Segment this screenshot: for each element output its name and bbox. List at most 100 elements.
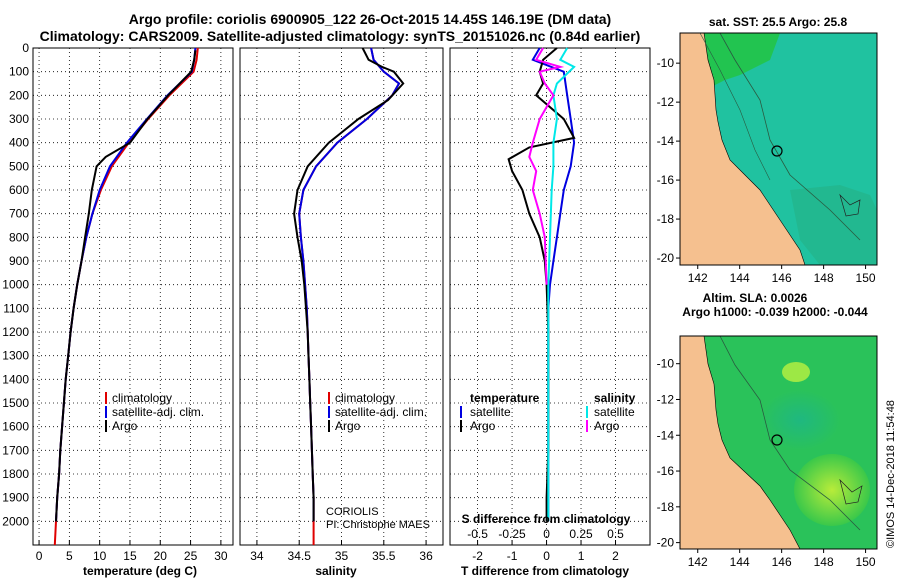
y-tick-label: 0	[22, 41, 29, 55]
x-tick-label: 20	[154, 549, 168, 563]
sla-map-title-line2: Argo h1000: -0.039 h2000: -0.044	[682, 305, 868, 319]
legend-label-argo: Argo	[112, 419, 138, 433]
x-tick-label: 15	[123, 549, 137, 563]
temperature-panel: 0 5 10 15 20 25 30 0 100 200 300 400 500 600 700 800 90…	[2, 41, 234, 578]
x-tick-label: 2	[612, 549, 619, 563]
x-tick-label: -1	[507, 549, 518, 563]
series-line-argo	[55, 50, 197, 522]
s-difference-label: S difference from climatology	[462, 512, 631, 526]
legend-label-satellite: satellite-adj. clim.	[112, 405, 204, 419]
map-y-tick-label: -14	[657, 428, 675, 442]
s-tick-label: -0.25	[498, 527, 526, 541]
sst-south-patch	[790, 185, 877, 265]
series-line-salinity-argo	[528, 47, 565, 285]
map-x-tick-label: 142	[688, 555, 708, 569]
sla-high-spot	[782, 362, 810, 382]
map-y-tick-label: -16	[657, 464, 675, 478]
x-tick-label: 25	[184, 549, 198, 563]
map-x-tick-label: 150	[856, 271, 876, 285]
sst-map-panel: sat. SST: 25.5 Argo: 25.8 -10-	[657, 15, 878, 285]
x-tick-label: -2	[472, 549, 483, 563]
y-tick-label: 1900	[2, 491, 29, 505]
y-tick-label: 500	[9, 159, 29, 173]
x-tick-label: 36	[419, 549, 433, 563]
x-tick-label: 10	[93, 549, 107, 563]
x-tick-label: 0	[36, 549, 43, 563]
x-tick-label: 0	[543, 549, 550, 563]
s-tick-label: -0.5	[467, 527, 488, 541]
sla-land	[680, 336, 801, 549]
t-difference-xlabel: T difference from climatology	[461, 564, 629, 578]
sla-map-panel: Altim. SLA: 0.0026 Argo h1000: -0.039 h2…	[657, 291, 878, 569]
y-tick-label: 1800	[2, 467, 29, 481]
salinity-legend: climatology satellite-adj. clim. Argo	[328, 391, 427, 433]
map-x-tick-label: 148	[814, 555, 834, 569]
sst-reef-outline	[839, 193, 861, 217]
legend-label-temp-satellite: satellite	[470, 405, 511, 419]
x-tick-label: 35	[335, 549, 349, 563]
map-x-tick-label: 146	[772, 271, 792, 285]
sla-reef-outline	[839, 478, 863, 505]
sla-argo-marker	[771, 434, 783, 446]
series-line-argo	[293, 47, 405, 522]
y-tick-label: 2000	[2, 514, 29, 528]
map-y-tick-label: -10	[657, 56, 675, 70]
map-x-tick-label: 148	[814, 271, 834, 285]
legend-label-temp-argo: Argo	[470, 419, 496, 433]
y-tick-label: 1100	[3, 301, 29, 315]
y-tick-label: 400	[9, 136, 29, 150]
legend-label-sal-satellite: satellite	[594, 405, 635, 419]
salinity-xlabel: salinity	[315, 564, 357, 578]
map-x-tick-label: 144	[730, 555, 750, 569]
legend-label-argo: Argo	[335, 419, 361, 433]
y-tick-label: 100	[9, 65, 29, 79]
map-y-tick-label: -12	[657, 392, 675, 406]
y-tick-label: 800	[9, 230, 29, 244]
temperature-legend: climatology satellite-adj. clim. Argo	[105, 391, 204, 433]
y-tick-label: 900	[9, 254, 29, 268]
map-y-tick-label: -20	[657, 251, 675, 265]
map-y-tick-label: -20	[657, 536, 675, 550]
y-tick-label: 1400	[2, 372, 29, 386]
y-tick-label: 1500	[2, 396, 29, 410]
x-tick-label: 30	[214, 549, 228, 563]
sla-map-title-line1: Altim. SLA: 0.0026	[703, 291, 808, 305]
annotation-coriolis: CORIOLIS	[326, 506, 379, 518]
sst-map-title: sat. SST: 25.5 Argo: 25.8	[709, 15, 848, 29]
figure-title-line2: Climatology: CARS2009. Satellite-adjuste…	[40, 28, 641, 44]
map-y-tick-label: -14	[657, 134, 675, 148]
y-tick-label: 1700	[2, 443, 29, 457]
x-tick-label: 34.5	[288, 549, 312, 563]
x-tick-label: 34	[250, 549, 264, 563]
x-tick-label: 35.5	[372, 549, 396, 563]
difference-panel: -2 -1 0 1 2 -0.5 -0.25 0 0.25 0.5 S difference f…	[449, 47, 651, 578]
temperature-xlabel: temperature (deg C)	[83, 564, 197, 578]
y-tick-label: 1600	[2, 420, 29, 434]
sla-high-patch	[794, 454, 870, 526]
legend-label-sal-argo: Argo	[594, 419, 620, 433]
x-tick-label: 1	[578, 549, 585, 563]
sla-depth-contour	[719, 336, 861, 531]
sst-argo-marker	[771, 145, 783, 157]
sst-reef-contour	[699, 33, 771, 181]
map-y-tick-label: -12	[657, 95, 675, 109]
legend-label-satellite: satellite-adj. clim.	[335, 405, 427, 419]
y-tick-label: 1200	[2, 325, 29, 339]
map-y-tick-label: -18	[657, 500, 675, 514]
map-y-tick-label: -16	[657, 173, 675, 187]
y-tick-label: 200	[9, 88, 29, 102]
annotation-pi: PI: Christophe MAES	[326, 519, 430, 531]
y-tick-label: 1000	[2, 278, 29, 292]
y-tick-label: 300	[9, 112, 29, 126]
s-tick-label: 0	[543, 527, 550, 541]
legend-title-salinity: salinity	[594, 391, 636, 405]
legend-label-climatology: climatology	[112, 391, 172, 405]
y-tick-label: 1300	[2, 349, 29, 363]
s-tick-label: 0.5	[607, 527, 624, 541]
legend-title-temperature: temperature	[470, 391, 540, 405]
legend-label-climatology: climatology	[335, 391, 395, 405]
sst-land	[680, 33, 806, 265]
series-line-salinity-satellite	[547, 47, 576, 522]
temperature-axes-frame	[32, 47, 234, 546]
